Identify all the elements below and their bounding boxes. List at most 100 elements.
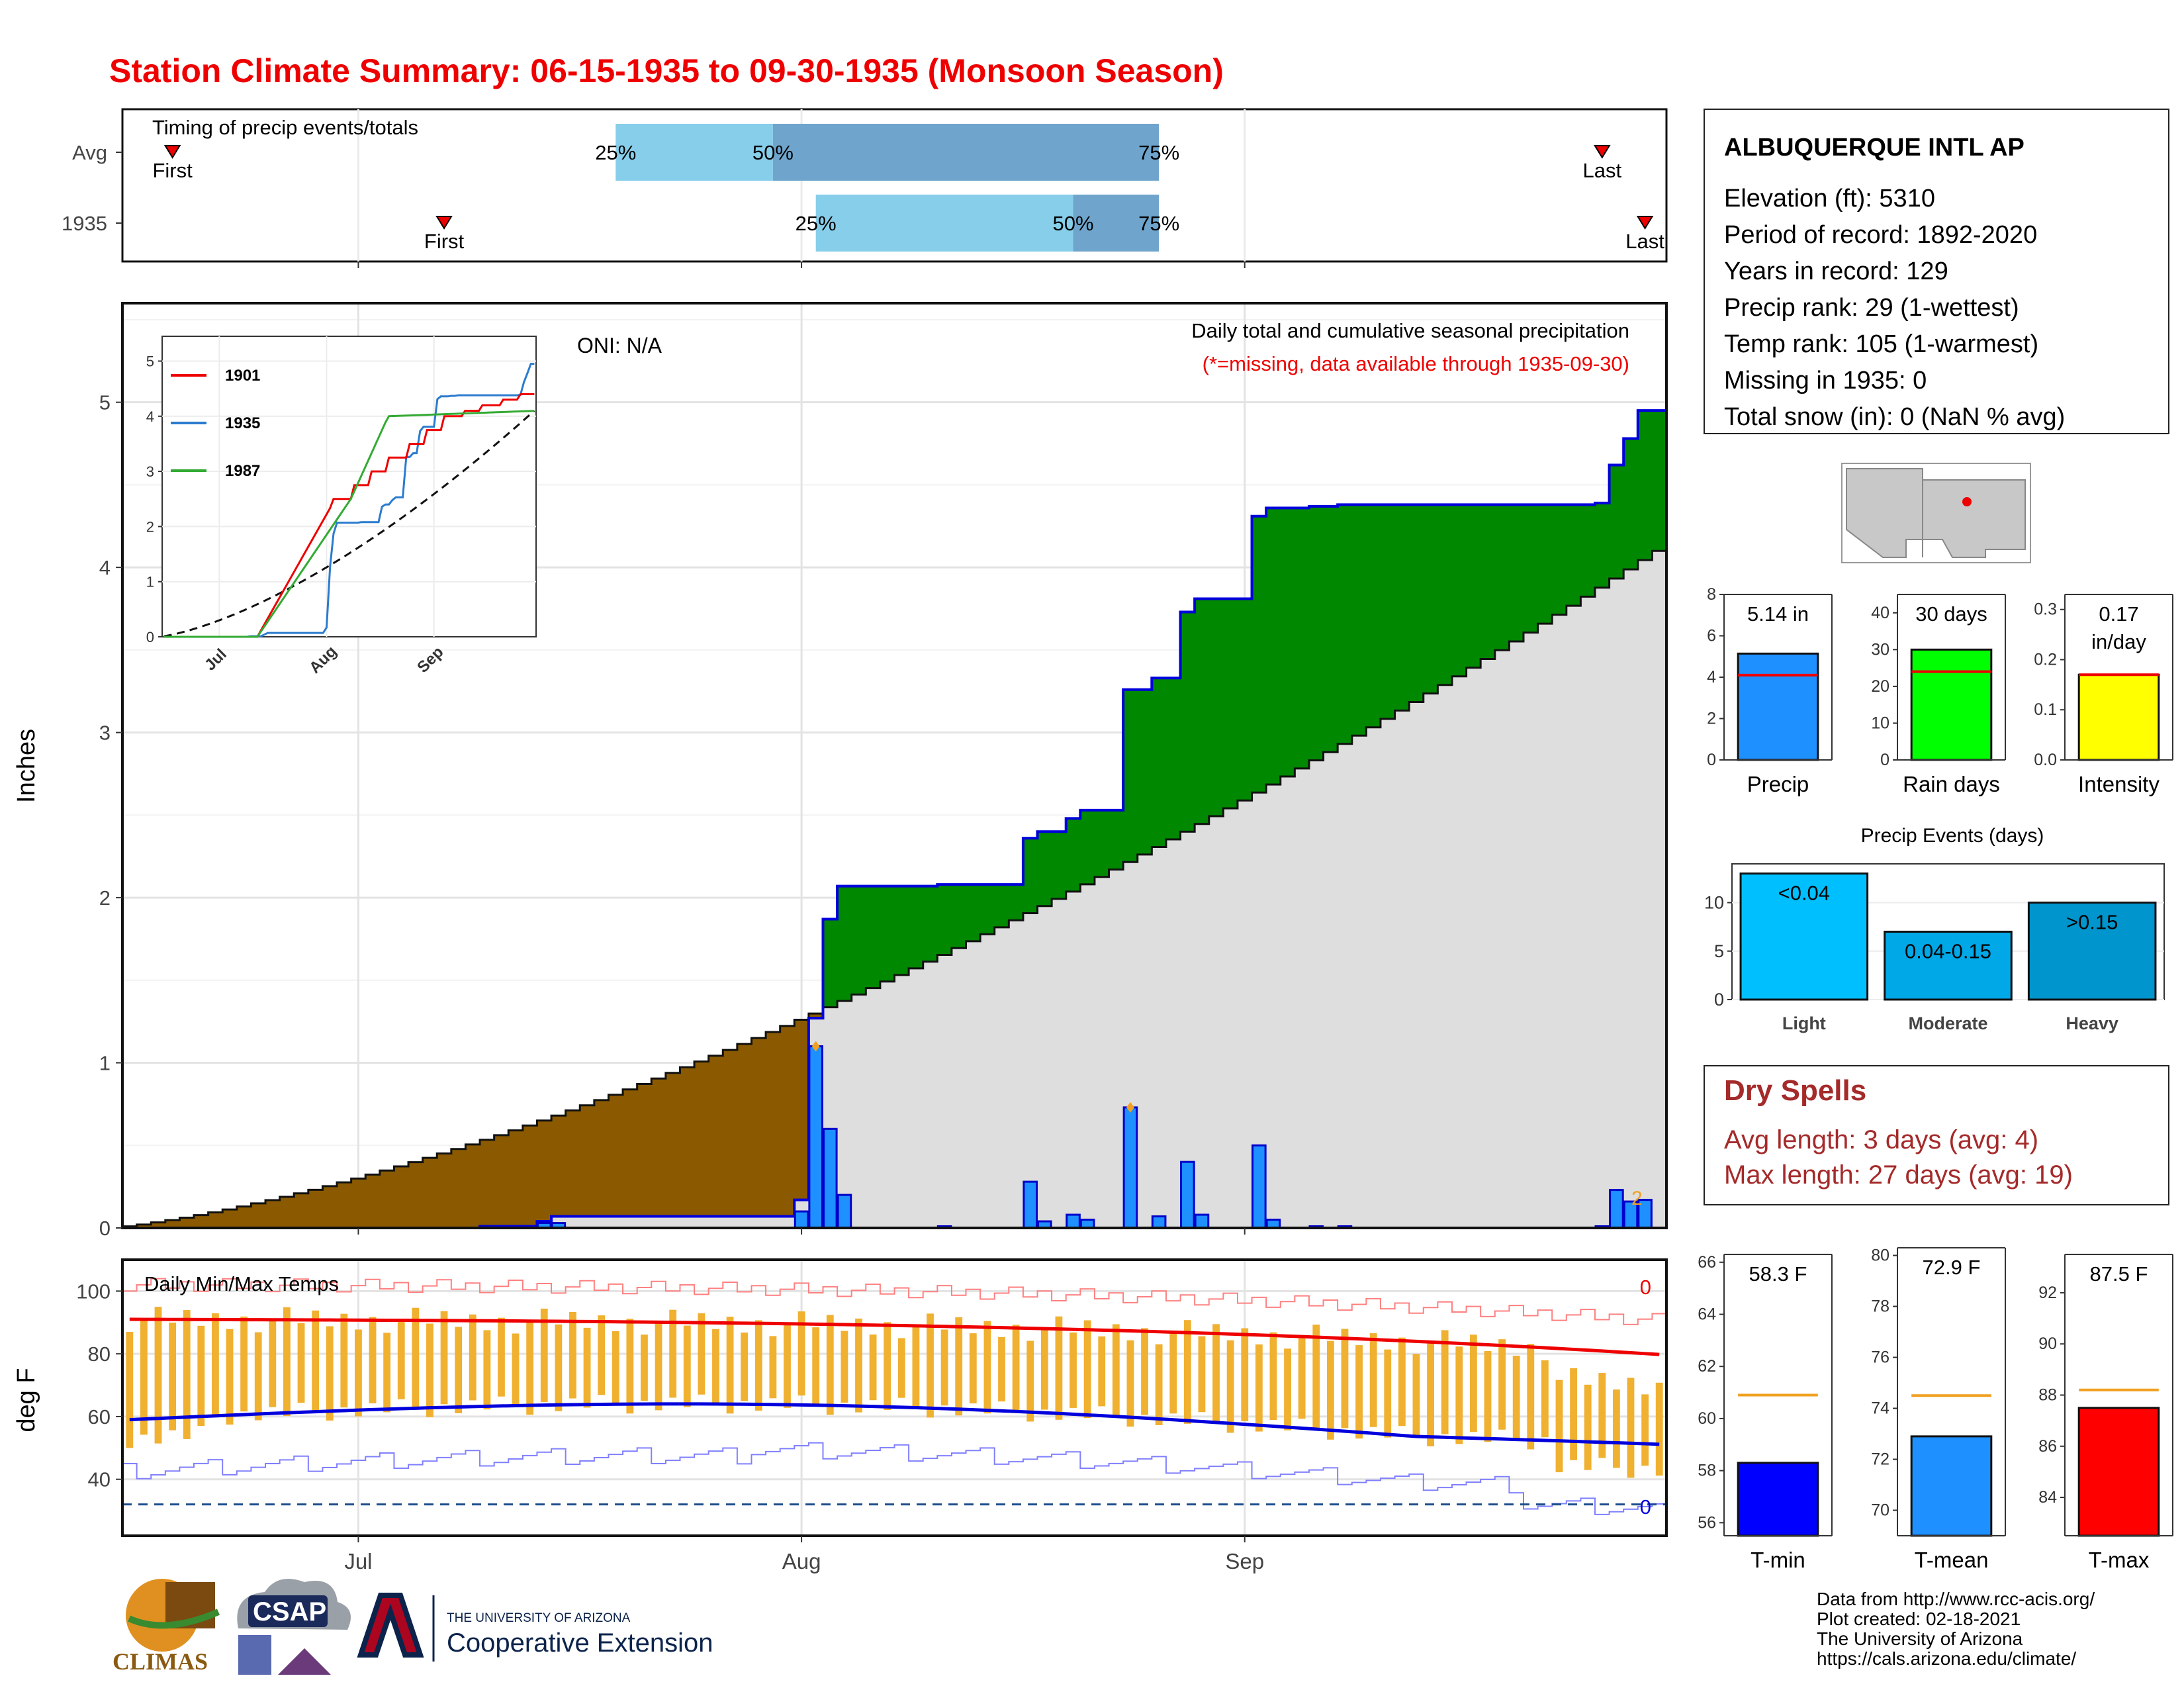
tmean-category-label: T-mean [1915,1548,1989,1572]
precip_total-ytick-label: 0 [1707,751,1716,769]
temps-title: Daily Min/Max Temps [144,1272,339,1295]
daily-temp-bar [1441,1330,1449,1434]
inset-frame [161,336,537,637]
daily-temp-bar [1298,1336,1306,1419]
timing-last-label-1: Last [1625,230,1664,253]
daily-temp-bar [1612,1389,1620,1468]
tmin-ytick-label: 66 [1698,1253,1716,1272]
daily-temp-bar [841,1331,848,1403]
inset-legend-label-1987: 1987 [225,462,260,480]
daily-temp-bar [612,1331,619,1405]
station-elevation: Elevation (ft): 5310 [1724,185,1935,212]
daily-temp-bar [269,1319,277,1407]
daily-temp-bar [754,1320,762,1411]
daily-temp-bar [683,1325,691,1407]
daily-temp-bar [540,1308,548,1402]
daily-temp-bar [797,1311,805,1396]
timing-row-label-0: Avg [72,141,107,164]
timing-last-marker-0 [1594,145,1611,159]
timing-row-label-1: 1935 [62,212,107,235]
inset-ytick-label: 4 [146,408,154,425]
daily-temp-bar [297,1323,305,1403]
daily-temp-bar [669,1309,677,1398]
daily-temp-bar [1155,1344,1163,1425]
daily-temp-bar [412,1307,420,1409]
precip-ytick-label: 5 [99,391,111,414]
tmax-value-label: 87.5 F [2090,1262,2148,1286]
daily-precip-bar [1023,1180,1038,1229]
footer-line-2: Plot created: 02-18-2021 [1817,1609,2021,1629]
timing-first-marker-0 [163,145,181,159]
rain_days-ytick-label: 20 [1871,677,1889,696]
temps-ylabel: deg F [13,1368,40,1432]
tmax-bar [2077,1407,2160,1537]
precip_total-ytick-label: 6 [1707,627,1716,645]
daily-temp-bar [1012,1325,1020,1412]
intensity-category-label: Intensity [2078,772,2160,796]
temps-background [122,1260,1666,1536]
daily-temp-bar [226,1329,234,1425]
record-min-line [122,1442,1666,1515]
precip_total-category-label: Precip [1747,772,1809,796]
intensity-value-label: 0.17 [2099,602,2138,626]
tmean-ytick-label: 80 [1871,1246,1889,1265]
tmax-ytick-label: 88 [2038,1386,2057,1405]
temps-ytick-label: 80 [88,1342,111,1366]
daily-temp-bar [526,1321,534,1415]
timing-bar-q2-1 [1073,195,1160,252]
precip-frame [121,302,1668,1229]
daily-temp-bar [1241,1328,1249,1421]
daily-precip-bar [1122,1106,1138,1229]
tmax-ytick-label: 86 [2038,1437,2057,1456]
precip-ytick-label: 3 [99,722,111,745]
daily-temp-bar [626,1319,634,1414]
daily-temp-bar [983,1321,991,1414]
tmean-ytick-label: 70 [1871,1501,1889,1520]
record-day-marker [1126,1102,1134,1113]
daily-temp-bar [712,1329,719,1405]
daily-temp-bar [126,1331,134,1448]
daily-temp-bar [998,1336,1005,1402]
tmin-ytick-label: 58 [1698,1462,1716,1480]
rain_days-ytick-label: 30 [1871,640,1889,659]
daily-temp-bar [1355,1345,1363,1439]
timing-last-marker-1 [1636,216,1654,230]
daily-temp-bar [1069,1332,1077,1408]
station-name: ALBUQUERQUE INTL AP [1724,134,2025,162]
daily-precip-bar [1180,1160,1195,1229]
timing-first-marker-1 [435,216,453,230]
timing-label: Timing of precip events/totals [152,116,418,139]
station-period: Period of record: 1892-2020 [1724,221,2037,249]
daily-temp-bar [212,1313,219,1416]
daily-temp-bar [969,1333,977,1404]
tmean-ytick-label: 72 [1871,1450,1889,1469]
daily-temp-bar [397,1320,405,1399]
rain_days-category-label: Rain days [1903,772,2000,796]
intensity-ytick-label: 0.0 [2034,751,2057,769]
events-bar-moderate [1884,931,2013,1001]
rain_days-ytick-label: 10 [1871,714,1889,732]
daily-temp-bar [1655,1382,1663,1476]
daily-temp-bar [897,1338,905,1398]
daily-precip-bar [1609,1189,1624,1229]
daily-temp-bar [1126,1340,1134,1427]
daily-temp-bar [1570,1368,1577,1460]
precip-panel: 2 0 1 2 3 4 5 Inches Daily total and cumulative … [13,302,1668,1240]
timing-bar-q2-0 [772,124,1160,181]
daily-temp-bar [197,1325,205,1426]
page-title: Station Climate Summary: 06-15-1935 to 0… [109,52,1224,89]
record-max-line [122,1278,1666,1325]
daily-temp-bar [1627,1378,1635,1478]
daily-temp-bar [1183,1320,1191,1424]
ua-logo-small-text: THE UNIVERSITY OF ARIZONA [447,1611,631,1625]
events-category-label-1: Moderate [1908,1013,1987,1033]
daily-temp-bar [1212,1324,1220,1423]
events-ytick-label: 5 [1714,941,1724,961]
tmin-bar [1737,1462,1819,1537]
daily-temp-bar [1541,1360,1549,1438]
daily-precip-bar [837,1194,852,1229]
daily-temp-bar [1398,1337,1406,1427]
daily-temp-bar [512,1333,520,1406]
tmin-ytick-label: 64 [1698,1305,1716,1324]
station-precip-rank: Precip rank: 29 (1-wettest) [1724,294,2019,322]
